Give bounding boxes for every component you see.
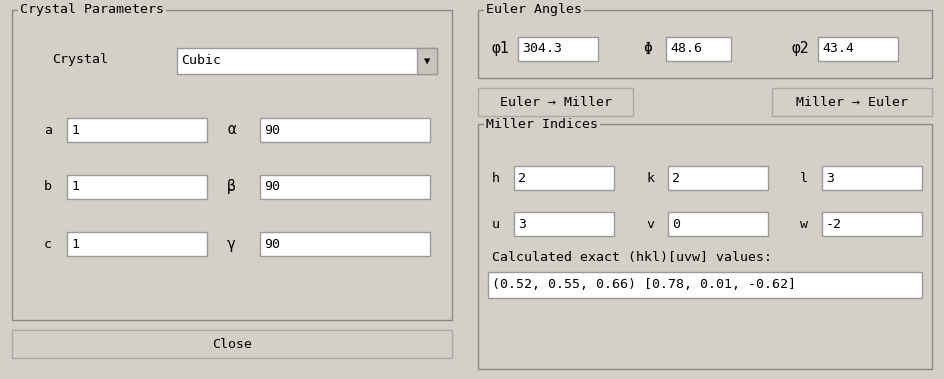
- Text: c: c: [44, 238, 52, 251]
- Bar: [260, 118, 430, 142]
- Text: Miller → Euler: Miller → Euler: [796, 96, 908, 108]
- Text: 304.3: 304.3: [522, 42, 562, 55]
- Text: 48.6: 48.6: [670, 42, 702, 55]
- Bar: [67, 175, 207, 199]
- Text: Crystal Parameters: Crystal Parameters: [20, 3, 164, 17]
- Bar: [260, 175, 430, 199]
- Text: w: w: [800, 218, 808, 230]
- Bar: [12, 10, 452, 320]
- Bar: [514, 212, 614, 236]
- Text: Cubic: Cubic: [181, 55, 221, 67]
- Text: ▼: ▼: [424, 56, 430, 66]
- Text: b: b: [44, 180, 52, 194]
- Bar: [488, 272, 922, 298]
- Text: 90: 90: [264, 238, 280, 251]
- Text: v: v: [646, 218, 654, 230]
- Text: -2: -2: [826, 218, 842, 230]
- Text: α: α: [227, 122, 236, 138]
- Text: l: l: [800, 172, 808, 185]
- Text: h: h: [492, 172, 500, 185]
- Text: 1: 1: [71, 124, 79, 136]
- Text: 90: 90: [264, 124, 280, 136]
- Bar: [260, 232, 430, 256]
- Bar: [67, 232, 207, 256]
- Text: Euler → Miller: Euler → Miller: [499, 96, 612, 108]
- Text: Φ: Φ: [643, 41, 651, 56]
- Text: u: u: [492, 218, 500, 230]
- Text: 1: 1: [71, 180, 79, 194]
- Bar: [668, 212, 768, 236]
- Text: 3: 3: [518, 218, 526, 230]
- Text: γ: γ: [227, 236, 236, 252]
- Bar: [668, 166, 768, 190]
- Text: 43.4: 43.4: [822, 42, 854, 55]
- Bar: [822, 166, 922, 190]
- Bar: [478, 88, 633, 116]
- Text: φ1: φ1: [492, 41, 510, 56]
- Text: Miller Indices: Miller Indices: [486, 117, 598, 130]
- Text: 1: 1: [71, 238, 79, 251]
- Bar: [67, 118, 207, 142]
- Text: k: k: [646, 172, 654, 185]
- Bar: [478, 10, 932, 78]
- Bar: [822, 212, 922, 236]
- Bar: [478, 124, 932, 369]
- Text: Calculated exact (hkl)[uvw] values:: Calculated exact (hkl)[uvw] values:: [492, 252, 772, 265]
- Bar: [666, 37, 731, 61]
- Text: Close: Close: [212, 338, 252, 351]
- Text: Crystal: Crystal: [52, 53, 108, 66]
- Bar: [417, 48, 437, 74]
- Text: Euler Angles: Euler Angles: [486, 3, 582, 17]
- Text: φ2: φ2: [791, 41, 808, 56]
- Bar: [818, 37, 898, 61]
- Text: 90: 90: [264, 180, 280, 194]
- Text: 3: 3: [826, 172, 834, 185]
- Bar: [514, 166, 614, 190]
- Text: 2: 2: [672, 172, 680, 185]
- Bar: [518, 37, 598, 61]
- Text: (0.52, 0.55, 0.66) [0.78, 0.01, -0.62]: (0.52, 0.55, 0.66) [0.78, 0.01, -0.62]: [492, 279, 796, 291]
- Text: 2: 2: [518, 172, 526, 185]
- Text: β: β: [227, 180, 236, 194]
- Text: a: a: [44, 124, 52, 136]
- Text: 0: 0: [672, 218, 680, 230]
- Bar: [12, 330, 452, 358]
- Bar: [177, 48, 437, 74]
- Bar: [772, 88, 932, 116]
